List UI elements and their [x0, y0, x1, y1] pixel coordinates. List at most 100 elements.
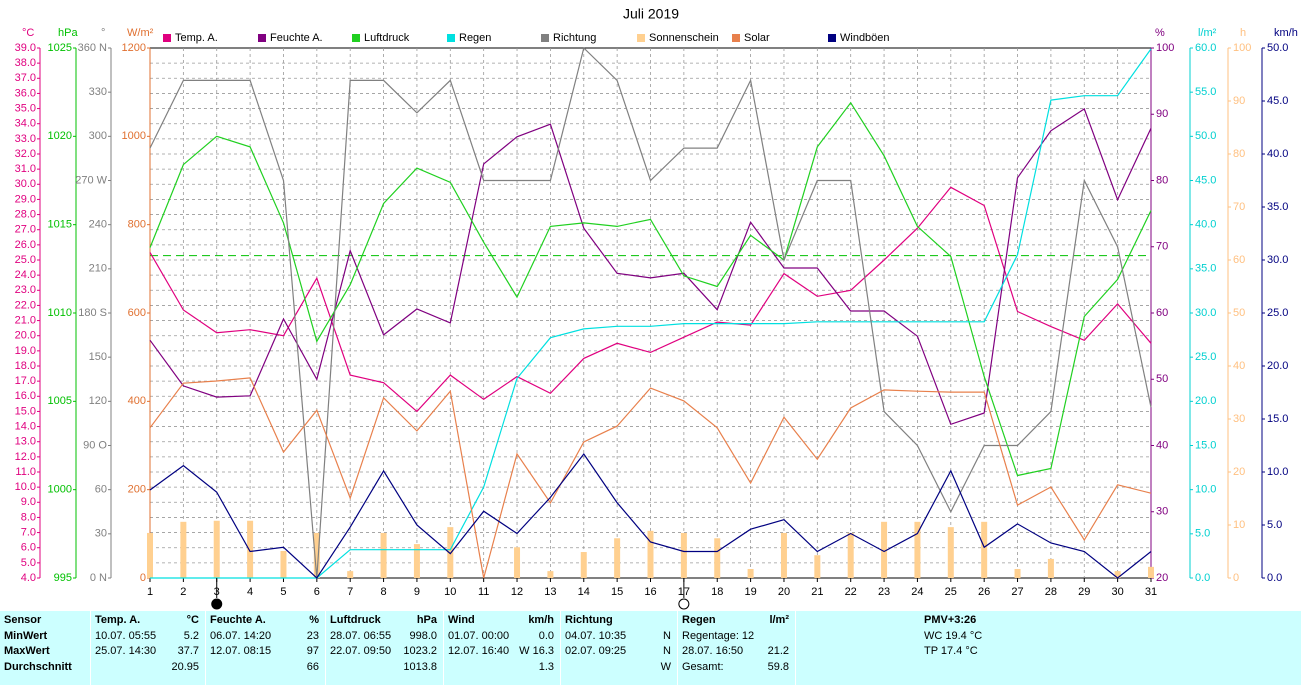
cell-value: 1013.8	[403, 660, 437, 673]
y-tick-label: 180 S	[78, 307, 107, 319]
table-column: Regen l/m² Regentage: 12 28.07. 16:50 21.2 Ge…	[677, 611, 795, 685]
cell-value: N	[663, 645, 671, 657]
y-tick-label: 33.0	[15, 133, 36, 145]
header-unit: km/h	[528, 614, 554, 626]
y-tick-label: 11.0	[15, 466, 36, 478]
cell-value: 20.95	[171, 660, 199, 673]
legend-swatch	[637, 34, 645, 42]
bar	[914, 521, 921, 578]
x-tick-label: 2	[180, 586, 186, 598]
table-cell: 28.07. 06:55 998.0	[330, 629, 437, 644]
y-tick-label: 28.0	[15, 208, 36, 220]
x-tick-label: 1	[147, 586, 153, 598]
bar	[647, 530, 654, 578]
chart-title: Juli 2019	[623, 6, 679, 22]
cell-value: W	[660, 660, 671, 673]
y-tick-label: 10.0	[15, 481, 36, 493]
cell-text: 04.07. 10:35	[565, 629, 627, 642]
cell-text: 10.07. 05:55	[95, 629, 157, 642]
y-tick-label: 7.0	[21, 526, 36, 538]
y-tick-label: 40	[1233, 360, 1245, 372]
table-header: Temp. A. °C	[95, 613, 199, 628]
row-label-text: MinWert	[4, 629, 48, 642]
y-tick-label: 15.0	[15, 405, 36, 417]
stats-table: Sensor MinWert MaxWert Durchschnitt Temp. A.…	[0, 611, 1301, 685]
x-tick-label: 23	[878, 586, 890, 598]
row-label: Durchschnitt	[4, 660, 84, 675]
cell-text: Gesamt:	[682, 660, 724, 673]
bar	[1014, 568, 1021, 578]
y-tick-label: 15.0	[1195, 439, 1216, 451]
y-tick-label: 30.0	[1267, 254, 1288, 266]
axis-unit: h	[1240, 27, 1246, 39]
bar	[680, 532, 687, 578]
axis-unit: %	[1155, 27, 1165, 39]
table-cell: 12.07. 08:15 97	[210, 644, 319, 659]
y-tick-label: 150	[89, 351, 107, 363]
table-cell: 04.07. 10:35 N	[565, 629, 671, 644]
y-tick-label: 20	[1233, 466, 1245, 478]
axis-unit: hPa	[58, 27, 78, 39]
y-tick-label: 200	[128, 484, 146, 496]
legend-label: Sonnenschein	[649, 32, 719, 44]
y-tick-label: 34.0	[15, 118, 36, 130]
header-unit: l/m²	[769, 614, 789, 626]
bar	[580, 552, 587, 578]
y-tick-label: 20	[1156, 572, 1168, 584]
cell-text: 06.07. 14:20	[210, 629, 272, 642]
y-tick-label: 60	[1156, 307, 1168, 319]
x-tick-label: 11	[478, 586, 489, 598]
bar	[714, 538, 721, 578]
legend-swatch	[352, 34, 360, 42]
axis-unit: °C	[22, 27, 34, 39]
series-line	[149, 107, 1152, 426]
y-tick-label: 270 W	[75, 174, 107, 186]
cell-text: Regentage: 12	[682, 629, 755, 642]
table-column: Luftdruck hPa 28.07. 06:55 998.0 22.07. 09:5…	[325, 611, 443, 685]
table-column: Richtung 04.07. 10:35 N 02.07. 09:25 N W	[560, 611, 677, 685]
y-tick-label: 70	[1156, 241, 1168, 253]
y-tick-label: 50	[1156, 373, 1168, 385]
table-column: Wind km/h 01.07. 00:00 0.0 12.07. 16:40 W 16.…	[443, 611, 560, 685]
y-tick-label: 35.0	[1195, 263, 1216, 275]
bar	[147, 532, 153, 578]
y-tick-label: 30	[1156, 506, 1168, 518]
x-tick-label: 16	[644, 586, 656, 598]
bar	[247, 520, 254, 578]
axis-unit: °	[101, 27, 105, 39]
x-tick-label: 12	[511, 586, 523, 598]
legend-label: Richtung	[553, 32, 596, 44]
y-tick-label: 45.0	[1267, 95, 1288, 107]
y-tick-label: 30.0	[15, 178, 36, 190]
y-tick-label: 39.0	[15, 42, 36, 54]
y-tick-label: 24.0	[15, 269, 36, 281]
y-tick-label: 4.0	[21, 572, 36, 584]
x-tick-label: 5	[280, 586, 286, 598]
table-cell: 12.07. 16:40 W 16.3	[448, 644, 554, 659]
y-tick-label: 0	[140, 572, 146, 584]
y-tick-label: 38.0	[15, 57, 36, 69]
x-tick-label: 31	[1145, 586, 1157, 598]
y-tick-label: 22.0	[15, 299, 36, 311]
y-tick-label: 5.0	[1195, 528, 1210, 540]
header-text: Regen	[682, 614, 716, 626]
y-tick-label: 18.0	[15, 360, 36, 372]
y-tick-label: 0 N	[90, 572, 107, 584]
table-cell: WC 19.4 °C	[800, 629, 1295, 644]
table-cell: W	[565, 660, 671, 675]
y-tick-label: 5.0	[21, 557, 36, 569]
cell-value: 59.8	[767, 660, 789, 673]
y-tick-label: 1000	[48, 484, 72, 496]
header-text: Sensor	[4, 614, 42, 626]
cell-text: 25.07. 14:30	[95, 645, 157, 657]
bar	[747, 568, 754, 578]
table-column: PMV+3:26 WC 19.4 °C TP 17.4 °C	[795, 611, 1301, 685]
y-tick-label: 70	[1233, 201, 1245, 213]
header-text: PMV+3:26	[924, 614, 977, 626]
x-tick-label: 18	[711, 586, 723, 598]
cell-text: TP 17.4 °C	[924, 645, 978, 657]
legend-label: Temp. A.	[175, 32, 218, 44]
header-text: Richtung	[565, 614, 613, 626]
bar	[947, 527, 954, 578]
row-label-text: MaxWert	[4, 645, 50, 657]
